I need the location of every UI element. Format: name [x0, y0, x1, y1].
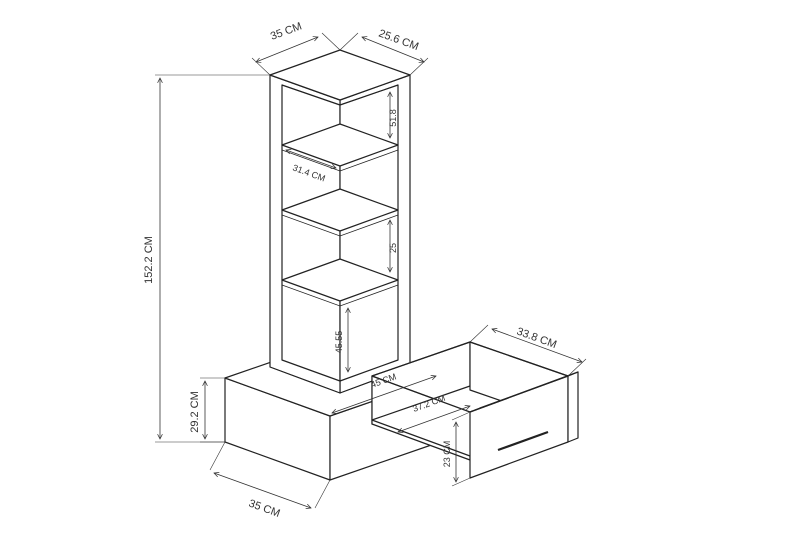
label-shelf-h3: 45.55: [334, 331, 344, 354]
label-total-height: 152.2 CM: [143, 236, 155, 284]
label-base-height: 29.2 CM: [189, 391, 201, 433]
label-base-width-left: 35 CM: [247, 498, 282, 520]
label-top-depth: 25.6 CM: [377, 28, 420, 53]
label-top-shelf-h: 51.8: [388, 109, 398, 127]
label-top-width: 35 CM: [269, 20, 304, 42]
label-drawer-depth: 33.8 CM: [515, 326, 558, 351]
furniture-dimension-diagram: 35 CM 25.6 CM 152.2 CM 29.2 CM 35 CM 45 …: [0, 0, 800, 533]
dim-base-height: 29.2 CM: [189, 378, 225, 442]
label-drawer-front-h: 23 CM: [442, 441, 452, 468]
label-shelf-h2: 25: [388, 243, 398, 253]
